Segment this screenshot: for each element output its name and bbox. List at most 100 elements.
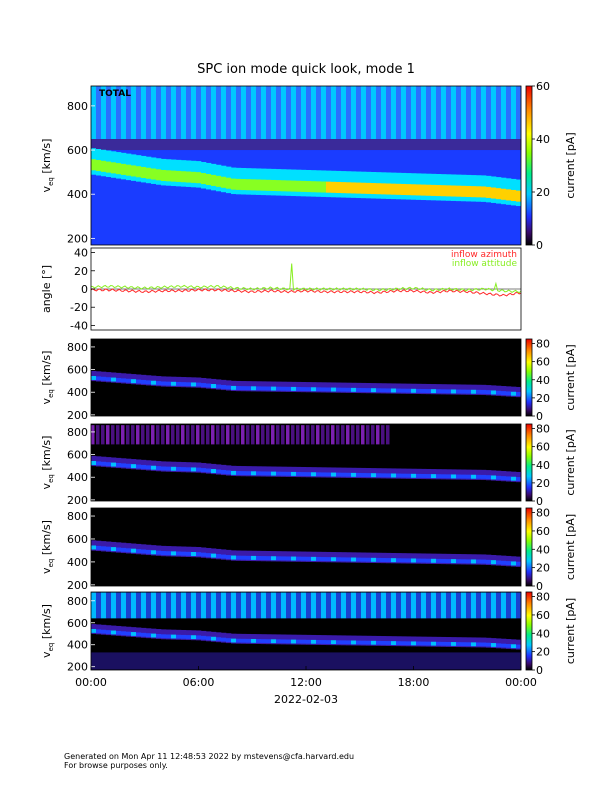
spectrogram-cell xyxy=(306,472,312,477)
spectrogram-cell xyxy=(226,139,232,151)
spectrogram-cell xyxy=(371,468,377,479)
y-tick-label: -20 xyxy=(70,301,88,314)
spectrogram-cell xyxy=(216,554,222,559)
spectrogram-cell xyxy=(391,86,397,139)
spectrogram-cell xyxy=(241,179,247,191)
spectrogram-cell xyxy=(286,386,292,391)
spectrogram-cell xyxy=(376,557,382,562)
colorbar-tick-label: 80 xyxy=(536,423,550,436)
spectrogram-cell xyxy=(231,555,237,560)
spectrogram-cell xyxy=(381,592,387,619)
spectrogram-cell xyxy=(266,386,272,391)
spectrogram-cell xyxy=(231,592,237,619)
spectrogram-cell xyxy=(281,556,287,561)
spectrogram-cell xyxy=(186,171,192,183)
spectrogram-cell xyxy=(411,139,417,151)
spectrogram-cell xyxy=(351,472,357,477)
colorbar-tick-label: 40 xyxy=(536,543,550,556)
spectrogram-cell xyxy=(476,86,482,139)
spectrogram-cell xyxy=(201,383,207,388)
panel-5: 0 20 40 60 80 current [pA] veq [km/s] 200 400 600… xyxy=(40,507,577,593)
spectrogram-cell xyxy=(341,139,347,151)
spectrogram-cell xyxy=(301,652,307,670)
spectrogram-cell xyxy=(396,558,402,563)
spectrogram-cell xyxy=(326,472,332,477)
spectrogram-cell xyxy=(156,139,162,151)
spectrogram-cell xyxy=(476,186,482,198)
spectrogram-cell xyxy=(136,374,142,385)
spectrogram-cell xyxy=(101,461,107,466)
spectrogram-cell xyxy=(351,139,357,151)
spectrogram-cell xyxy=(276,556,282,561)
spectrogram-cell xyxy=(181,382,187,387)
spectrogram-cell xyxy=(161,381,167,386)
spectrogram-cell xyxy=(196,467,202,472)
spectrogram-cell xyxy=(201,635,207,640)
spectrogram-cell xyxy=(516,86,522,139)
spectrogram-cell xyxy=(176,170,182,182)
spectrogram-cell xyxy=(251,550,257,562)
spectrogram-cell xyxy=(96,139,102,151)
spectrogram-cell xyxy=(336,557,342,562)
spectrogram-cell xyxy=(486,652,492,670)
spectrogram-cell xyxy=(336,86,342,139)
spectrogram-cell xyxy=(486,86,492,139)
spectrogram-cell xyxy=(241,592,247,619)
spectrogram-cell xyxy=(381,183,387,195)
spectrogram-cell xyxy=(516,652,522,670)
spectrogram-cell xyxy=(241,555,247,560)
spectrogram-cell xyxy=(356,592,362,619)
footer-generated: Generated on Mon Apr 11 12:48:53 2022 by… xyxy=(64,752,355,761)
spectrogram-cell xyxy=(476,384,482,395)
spectrogram-cell xyxy=(481,559,487,564)
spectrogram-cell xyxy=(461,652,467,670)
colorbar-tick-label: 20 xyxy=(536,646,550,659)
spectrogram-cell xyxy=(136,379,142,384)
spectrogram-cell xyxy=(511,592,517,619)
y-axis-label: veq [km/s] xyxy=(40,351,55,405)
spectrogram-cell xyxy=(141,549,147,554)
spectrogram-cell xyxy=(171,381,177,386)
spectrogram-cell xyxy=(326,640,332,644)
spectrogram-cell xyxy=(111,630,117,635)
spectrogram-cell xyxy=(396,641,402,646)
y-tick-label: 800 xyxy=(67,341,88,354)
spectrogram-cell xyxy=(261,179,267,191)
spectrogram-cell xyxy=(351,86,357,139)
spectrogram-cell xyxy=(366,425,370,445)
spectrogram-cell xyxy=(186,382,192,387)
spectrogram-cell xyxy=(461,185,467,197)
spectrogram-cell xyxy=(201,552,207,557)
spectrogram-cell xyxy=(131,652,137,670)
spectrogram-cell xyxy=(121,542,127,554)
spectrogram-cell xyxy=(121,631,127,636)
spectrogram-cell xyxy=(211,469,217,473)
spectrogram-cell xyxy=(386,592,392,619)
spectrogram-cell xyxy=(426,389,432,394)
spectrogram-cell xyxy=(321,640,327,644)
spectrogram-cell xyxy=(201,377,207,389)
spectrogram-cell xyxy=(161,634,167,639)
spectrogram-cell xyxy=(406,139,412,151)
spectrogram-cell xyxy=(461,469,467,480)
spectrogram-cell xyxy=(361,139,367,151)
spectrogram-cell xyxy=(436,652,442,670)
spectrogram-cell xyxy=(266,471,272,476)
spectrogram-cell xyxy=(211,86,217,139)
spectrogram-cell xyxy=(231,385,237,390)
spectrogram-cell xyxy=(151,139,157,151)
y-axis-label: veq [km/s] xyxy=(40,436,55,490)
spectrogram-cell xyxy=(251,652,257,670)
spectrogram-cell xyxy=(206,173,212,186)
spectrogram-cell xyxy=(396,553,402,564)
spectrogram-cell xyxy=(481,186,487,198)
spectrogram-cell xyxy=(421,184,427,196)
spectrogram-cell xyxy=(321,425,325,445)
y-tick-label: 0 xyxy=(81,283,88,296)
spectrogram-cell xyxy=(331,640,337,645)
spectrogram-cell xyxy=(346,425,350,445)
spectrogram-cell xyxy=(186,592,192,619)
spectrogram-cell xyxy=(451,86,457,139)
spectrogram-cell xyxy=(461,592,467,619)
spectrogram-cell xyxy=(426,184,432,196)
